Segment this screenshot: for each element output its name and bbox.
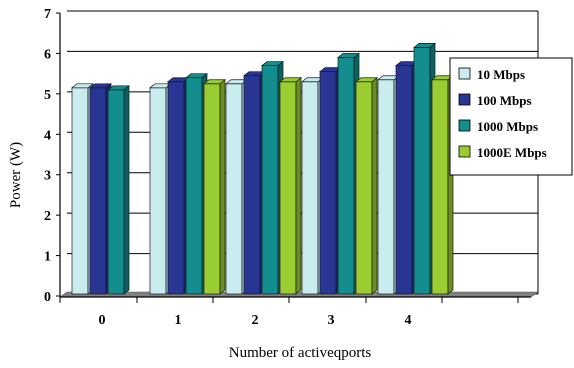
bar-front [395,65,413,295]
bar-top [89,83,112,89]
legend-label: 100 Mbps [477,93,532,108]
legend-label: 1000 Mbps [477,119,538,134]
y-tick-label: 6 [44,47,51,62]
bar-front [243,75,261,295]
legend-swatch [458,93,471,106]
bar-front [71,87,89,295]
bar-front [337,57,355,295]
x-tick-label: 2 [252,313,259,328]
bar-top [279,77,302,83]
bar [301,77,324,295]
y-tick-label: 4 [44,128,51,143]
x-tick-label: 1 [175,313,182,328]
bar-top [107,85,130,91]
legend-item: 10 Mbps [458,67,525,82]
axes [56,12,531,303]
x-axis-label: Number of activeqports [229,345,372,361]
legend-swatch [458,145,471,158]
bar-side [371,77,378,295]
bars [71,42,454,295]
legend-swatch [458,67,471,80]
y-tick-label: 0 [44,290,51,305]
y-axis-label: Power (W) [8,142,24,208]
legend-item: 1000 Mbps [458,119,538,134]
bar-front [185,77,203,295]
bar-front [89,87,107,295]
bar-front [149,87,167,295]
bar-front [355,81,373,295]
bar-front [279,81,297,295]
bar-top [355,77,378,83]
bar [279,77,302,295]
x-tick-label: 3 [328,313,335,328]
legend-item: 100 Mbps [458,93,532,108]
legend: 10 Mbps 100 Mbps 1000 Mbps 1000E Mbps [449,57,573,176]
legend-swatch [458,119,471,132]
bar-front [301,81,319,295]
bar-side [295,77,302,295]
legend-label: 10 Mbps [477,67,525,82]
bar [355,77,378,295]
bar-top [337,53,360,58]
bar-front [319,71,337,295]
bar-front [377,79,395,295]
bar-top [203,79,226,85]
x-tick-label: 4 [405,313,412,328]
x-tick-labels: 0 1 2 3 4 [99,313,412,328]
bar-side [123,85,130,295]
bar-side [219,79,226,295]
x-tick-label: 0 [99,313,106,328]
plot-floor [59,291,539,298]
y-tick-label: 1 [44,250,51,265]
bar-top [71,83,94,89]
bar [431,75,454,295]
y-tick-labels: 0 1 2 3 4 5 6 7 [44,7,51,305]
bar-front [431,79,449,295]
legend-label: 1000E Mbps [477,145,547,160]
bar-top [185,73,208,79]
bar [107,85,130,295]
legend-item: 1000E Mbps [458,145,547,160]
y-tick-label: 7 [44,7,51,22]
bar [203,79,226,295]
floor-plane [59,291,539,298]
bar-top [261,61,284,66]
bar-front [203,83,221,295]
y-tick-label: 3 [44,169,51,184]
bar-front [107,89,125,295]
y-tick-label: 5 [44,88,51,103]
bar-front [261,65,279,295]
bar-front [167,81,185,295]
bar-top [413,43,436,48]
y-tick-label: 2 [44,209,51,224]
bar-front [413,47,431,295]
bar-front [225,83,243,295]
